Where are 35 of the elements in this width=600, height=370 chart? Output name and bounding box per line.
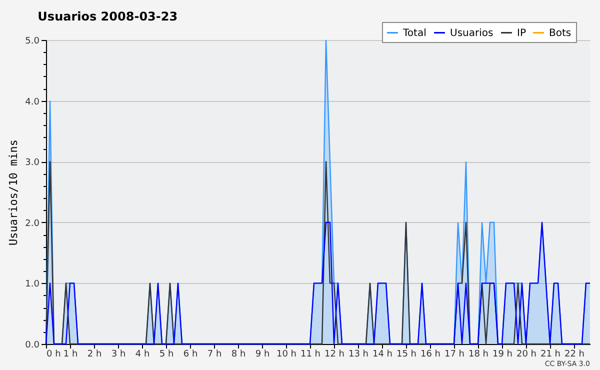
x-tick-label: 1 h <box>63 350 78 360</box>
x-tick-label: 14 h <box>372 350 393 360</box>
x-tick-label: 20 h <box>516 350 537 360</box>
y-tick-label: 0.0 <box>25 340 40 350</box>
x-tick-label: 19 h <box>492 350 513 360</box>
y-tick-label: 4.0 <box>25 97 40 108</box>
y-tick-label: 5.0 <box>25 36 40 46</box>
x-tick-label: 15 h <box>396 350 417 360</box>
x-tick-label: 7 h <box>207 350 222 360</box>
y-tick-label: 2.0 <box>25 218 40 229</box>
y-tick-label: 3.0 <box>25 158 40 168</box>
x-tick-label: 5 h <box>159 350 174 360</box>
x-tick-label: 8 h <box>231 350 246 360</box>
x-tick-label: 4 h <box>135 350 150 360</box>
legend-label: Bots <box>549 28 572 39</box>
x-tick-label: 10 h <box>276 350 297 360</box>
x-tick-label: 22 h <box>564 350 585 360</box>
x-tick-label: 9 h <box>255 350 270 360</box>
x-tick-label: 6 h <box>183 350 198 360</box>
x-tick-label: 18 h <box>468 350 489 360</box>
x-tick-label: 16 h <box>420 350 441 360</box>
chart-title: Usuarios 2008-03-23 <box>38 10 178 24</box>
legend-label: Total <box>402 28 426 39</box>
legend-label: Usuarios <box>450 28 494 39</box>
x-tick-label: 2 h <box>87 350 102 360</box>
y-tick-label: 1.0 <box>25 280 40 290</box>
x-tick-label: 17 h <box>444 350 465 360</box>
x-tick-label: 11 h <box>300 350 321 360</box>
x-tick-label: 21 h <box>540 350 561 360</box>
x-tick-label: 12 h <box>324 350 345 360</box>
x-tick-label: 0 h <box>46 350 61 360</box>
y-axis-title: Usuarios/10 mins <box>7 140 20 246</box>
x-tick-label: 3 h <box>111 350 126 360</box>
legend-label: IP <box>517 28 526 39</box>
x-tick-label: 13 h <box>348 350 369 360</box>
